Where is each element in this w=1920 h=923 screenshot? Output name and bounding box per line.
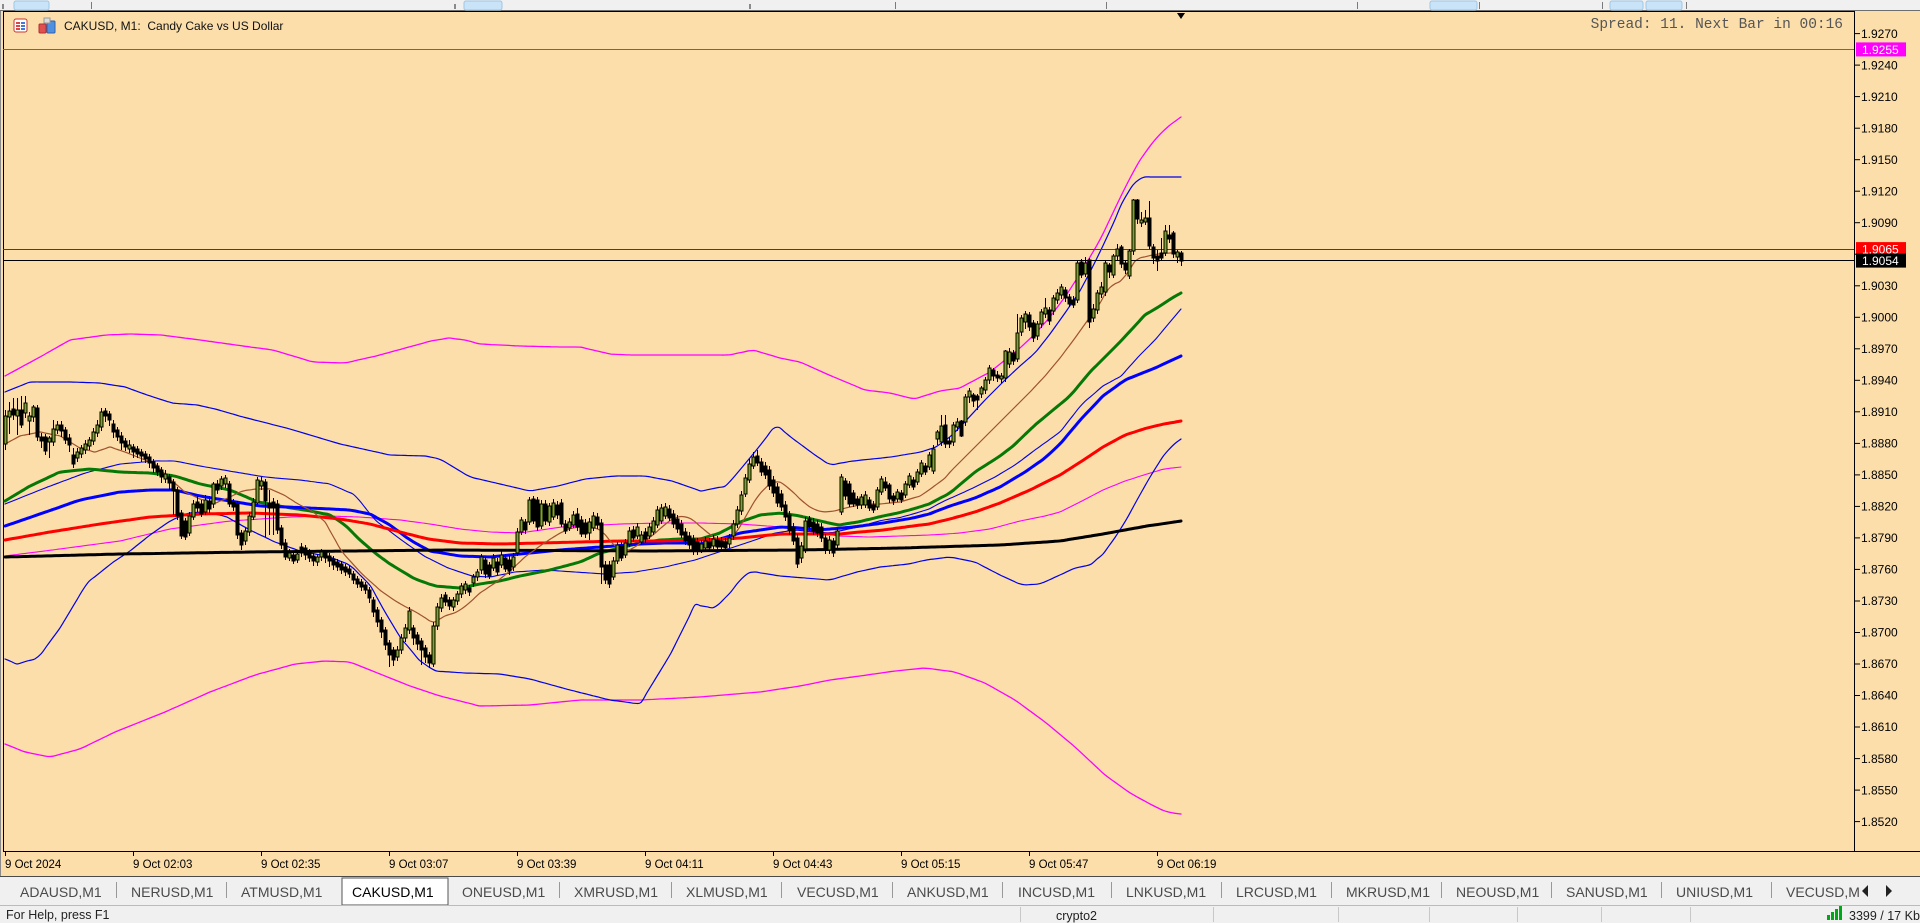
svg-text:9 Oct 06:19: 9 Oct 06:19 — [1157, 859, 1216, 871]
svg-text:1.8850: 1.8850 — [1861, 468, 1898, 482]
svg-text:ATMUSD,M1: ATMUSD,M1 — [241, 884, 323, 900]
svg-text:CAKUSD,M1: CAKUSD,M1 — [352, 884, 434, 900]
svg-text:9 Oct 2024: 9 Oct 2024 — [5, 859, 62, 871]
svg-text:1.9270: 1.9270 — [1861, 27, 1898, 41]
svg-text:INCUSD,M1: INCUSD,M1 — [1018, 884, 1095, 900]
svg-text:9 Oct 02:03: 9 Oct 02:03 — [133, 859, 192, 871]
svg-text:1.8640: 1.8640 — [1861, 689, 1898, 703]
svg-text:1.9180: 1.9180 — [1861, 121, 1898, 135]
svg-text:LRCUSD,M1: LRCUSD,M1 — [1236, 884, 1317, 900]
svg-text:UNIUSD,M1: UNIUSD,M1 — [1676, 884, 1753, 900]
svg-text:1.8670: 1.8670 — [1861, 657, 1898, 671]
svg-text:1.9240: 1.9240 — [1861, 58, 1898, 72]
svg-text:1.9054: 1.9054 — [1862, 254, 1899, 268]
svg-text:NEOUSD,M1: NEOUSD,M1 — [1456, 884, 1539, 900]
svg-text:1.8520: 1.8520 — [1861, 815, 1898, 829]
svg-text:9 Oct 05:15: 9 Oct 05:15 — [901, 859, 960, 871]
svg-text:1.9255: 1.9255 — [1862, 43, 1899, 57]
svg-text:LNKUSD,M1: LNKUSD,M1 — [1126, 884, 1206, 900]
svg-text:1.8790: 1.8790 — [1861, 531, 1898, 545]
svg-text:1.8700: 1.8700 — [1861, 626, 1898, 640]
svg-text:1.8820: 1.8820 — [1861, 500, 1898, 514]
svg-text:3399 / 17 Kb: 3399 / 17 Kb — [1849, 909, 1920, 923]
svg-text:XMRUSD,M1: XMRUSD,M1 — [574, 884, 658, 900]
svg-text:9 Oct 04:11: 9 Oct 04:11 — [645, 859, 704, 871]
svg-text:1.9065: 1.9065 — [1862, 243, 1899, 257]
svg-text:ONEUSD,M1: ONEUSD,M1 — [462, 884, 545, 900]
svg-text:1.8970: 1.8970 — [1861, 342, 1898, 356]
svg-text:1.9120: 1.9120 — [1861, 184, 1898, 198]
svg-text:9 Oct 04:43: 9 Oct 04:43 — [773, 859, 832, 871]
svg-text:1.8880: 1.8880 — [1861, 437, 1898, 451]
svg-text:NERUSD,M1: NERUSD,M1 — [131, 884, 214, 900]
svg-text:ADAUSD,M1: ADAUSD,M1 — [20, 884, 102, 900]
svg-text:9 Oct 03:39: 9 Oct 03:39 — [517, 859, 576, 871]
svg-text:VECUSD,M: VECUSD,M — [1786, 884, 1860, 900]
svg-text:crypto2: crypto2 — [1056, 909, 1097, 923]
svg-text:1.9090: 1.9090 — [1861, 216, 1898, 230]
svg-text:1.9030: 1.9030 — [1861, 279, 1898, 293]
svg-text:9 Oct 03:07: 9 Oct 03:07 — [389, 859, 448, 871]
svg-text:SANUSD,M1: SANUSD,M1 — [1566, 884, 1648, 900]
svg-text:1.8760: 1.8760 — [1861, 563, 1898, 577]
svg-text:1.8610: 1.8610 — [1861, 720, 1898, 734]
svg-text:XLMUSD,M1: XLMUSD,M1 — [686, 884, 768, 900]
svg-text:1.8940: 1.8940 — [1861, 374, 1898, 388]
svg-text:ANKUSD,M1: ANKUSD,M1 — [907, 884, 989, 900]
svg-text:1.9150: 1.9150 — [1861, 153, 1898, 167]
svg-text:VECUSD,M1: VECUSD,M1 — [797, 884, 879, 900]
svg-text:1.9000: 1.9000 — [1861, 311, 1898, 325]
svg-text:CAKUSD, M1: Candy Cake vs US: CAKUSD, M1: Candy Cake vs US Dollar — [64, 19, 283, 33]
svg-text:1.8910: 1.8910 — [1861, 405, 1898, 419]
svg-text:1.8730: 1.8730 — [1861, 594, 1898, 608]
svg-text:1.9210: 1.9210 — [1861, 90, 1898, 104]
svg-text:9 Oct 05:47: 9 Oct 05:47 — [1029, 859, 1088, 871]
svg-text:For Help, press F1: For Help, press F1 — [6, 908, 110, 922]
svg-text:Spread: 11. Next Bar in 00:16: Spread: 11. Next Bar in 00:16 — [1591, 17, 1843, 33]
svg-text:1.8550: 1.8550 — [1861, 783, 1898, 797]
svg-text:1.8580: 1.8580 — [1861, 752, 1898, 766]
svg-text:9 Oct 02:35: 9 Oct 02:35 — [261, 859, 320, 871]
svg-text:MKRUSD,M1: MKRUSD,M1 — [1346, 884, 1430, 900]
